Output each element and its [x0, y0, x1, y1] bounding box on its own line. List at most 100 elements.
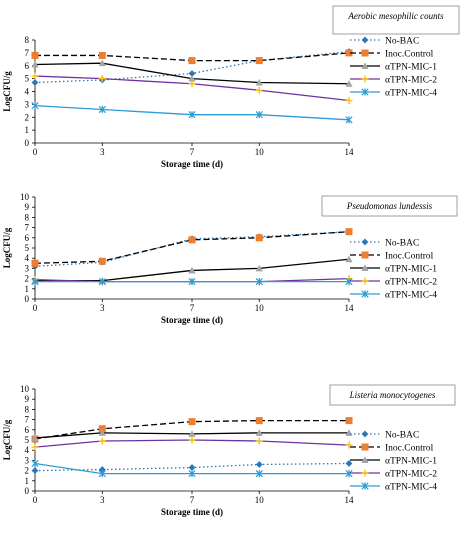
data-point-marker — [255, 470, 263, 478]
legend-swatch-marker — [361, 482, 369, 490]
data-point-marker — [98, 51, 106, 59]
legend-label: αTPN-MIC-4 — [385, 483, 437, 493]
series-4 — [31, 72, 353, 105]
data-point-marker — [345, 255, 353, 263]
x-tick-label: 0 — [33, 303, 38, 313]
x-tick-label: 3 — [100, 303, 105, 313]
data-point-marker — [188, 75, 196, 82]
legend-entry-1: No-BAC — [350, 37, 419, 47]
chart-title-box — [332, 5, 460, 35]
x-tick-label: 10 — [255, 147, 265, 157]
y-axis-label: LogCFU/g — [2, 419, 12, 460]
legend-label: αTPN-MIC-2 — [385, 470, 437, 480]
y-tick-label: 8 — [25, 404, 30, 414]
x-tick-label: 7 — [190, 303, 195, 313]
data-point-marker — [345, 97, 353, 105]
data-point-marker — [345, 116, 353, 124]
data-point-marker — [345, 460, 353, 467]
series-4 — [31, 436, 353, 451]
legend-entry-1: No-BAC — [350, 431, 419, 441]
legend-swatch-marker — [361, 456, 369, 463]
data-point-marker — [255, 278, 263, 286]
legend-label: αTPN-MIC-2 — [385, 278, 437, 288]
y-tick-label: 5 — [25, 74, 30, 84]
data-point-marker — [98, 425, 106, 433]
legend-swatch-marker — [361, 251, 369, 259]
y-tick-label: 0 — [25, 138, 30, 148]
data-point-marker — [98, 105, 106, 114]
x-tick-label: 14 — [345, 147, 355, 157]
data-point-marker — [345, 417, 353, 425]
legend-label: αTPN-MIC-1 — [385, 457, 437, 467]
x-axis-label: Storage time (d) — [161, 507, 223, 517]
data-point-marker — [31, 259, 39, 267]
legend-swatch-marker — [361, 277, 369, 285]
series-line — [34, 231, 350, 264]
legend-entry-3: αTPN-MIC-1 — [350, 62, 437, 73]
data-point-marker — [188, 436, 196, 444]
legend-label: αTPN-MIC-1 — [385, 265, 437, 275]
legend-entry-5: αTPN-MIC-4 — [350, 290, 437, 301]
legend-swatch-marker — [361, 264, 369, 271]
y-tick-label: 4 — [25, 445, 30, 455]
chart-title: Aerobic mesophilic counts — [347, 11, 444, 21]
x-tick-label: 14 — [345, 303, 355, 313]
x-tick-label: 7 — [190, 147, 195, 157]
data-point-marker — [345, 470, 353, 478]
legend-label: αTPN-MIC-2 — [385, 76, 437, 86]
legend-entry-4: αTPN-MIC-2 — [350, 277, 437, 288]
legend-swatch-marker — [361, 469, 369, 477]
data-point-marker — [98, 437, 106, 445]
chart-panel-1: 0 1 2 3 4 5 6 7 8 0 3 7 10 14 Storage time (d) LogCFU/g… — [2, 5, 460, 169]
series-3 — [31, 429, 353, 441]
data-point-marker — [31, 60, 39, 68]
legend-swatch-marker — [361, 443, 369, 451]
y-tick-label: 7 — [25, 415, 30, 425]
data-point-marker — [255, 264, 263, 272]
legend-label: αTPN-MIC-1 — [385, 63, 437, 73]
y-tick-label: 7 — [25, 48, 30, 58]
y-tick-label: 5 — [25, 435, 30, 445]
data-point-marker — [255, 78, 263, 86]
legend-label: Inoc.Control — [385, 252, 434, 262]
legend-label: αTPN-MIC-4 — [385, 291, 437, 301]
data-point-marker — [98, 257, 106, 265]
data-point-marker — [188, 278, 196, 286]
legend-entry-2: Inoc.Control — [350, 251, 434, 262]
legend-entry-1: No-BAC — [350, 239, 419, 249]
y-tick-label: 1 — [25, 284, 30, 294]
data-point-marker — [188, 418, 196, 426]
y-tick-label: 9 — [25, 202, 30, 212]
y-tick-label: 2 — [25, 466, 30, 476]
y-tick-label: 2 — [25, 274, 30, 284]
legend-entry-4: αTPN-MIC-2 — [350, 75, 437, 86]
data-point-marker — [31, 467, 39, 474]
data-point-marker — [255, 437, 263, 445]
data-point-marker — [98, 466, 106, 473]
data-point-marker — [31, 102, 39, 110]
y-axis-label: LogCFU/g — [2, 227, 12, 268]
series-5 — [31, 278, 353, 286]
x-tick-label: 14 — [345, 495, 355, 505]
x-axis-label: Storage time (d) — [161, 315, 223, 325]
legend-label: Inoc.Control — [385, 50, 434, 60]
legend-swatch-marker — [361, 430, 369, 438]
y-tick-label: 0 — [25, 486, 30, 496]
chart-title-box — [321, 195, 458, 217]
y-axis-label: LogCFU/g — [2, 71, 12, 112]
y-tick-label: 8 — [25, 212, 30, 222]
x-tick-label: 0 — [33, 495, 38, 505]
y-tick-label: 3 — [25, 455, 30, 465]
data-point-marker — [188, 111, 196, 119]
y-tick-label: 3 — [25, 99, 30, 109]
y-tick-label: 6 — [25, 61, 30, 71]
data-point-marker — [98, 470, 106, 478]
y-tick-label: 10 — [20, 192, 30, 202]
data-point-marker — [345, 441, 353, 449]
data-point-marker — [255, 86, 263, 94]
legend-swatch-marker — [361, 75, 369, 83]
data-point-marker — [31, 459, 39, 468]
legend-label: No-BAC — [385, 431, 419, 441]
